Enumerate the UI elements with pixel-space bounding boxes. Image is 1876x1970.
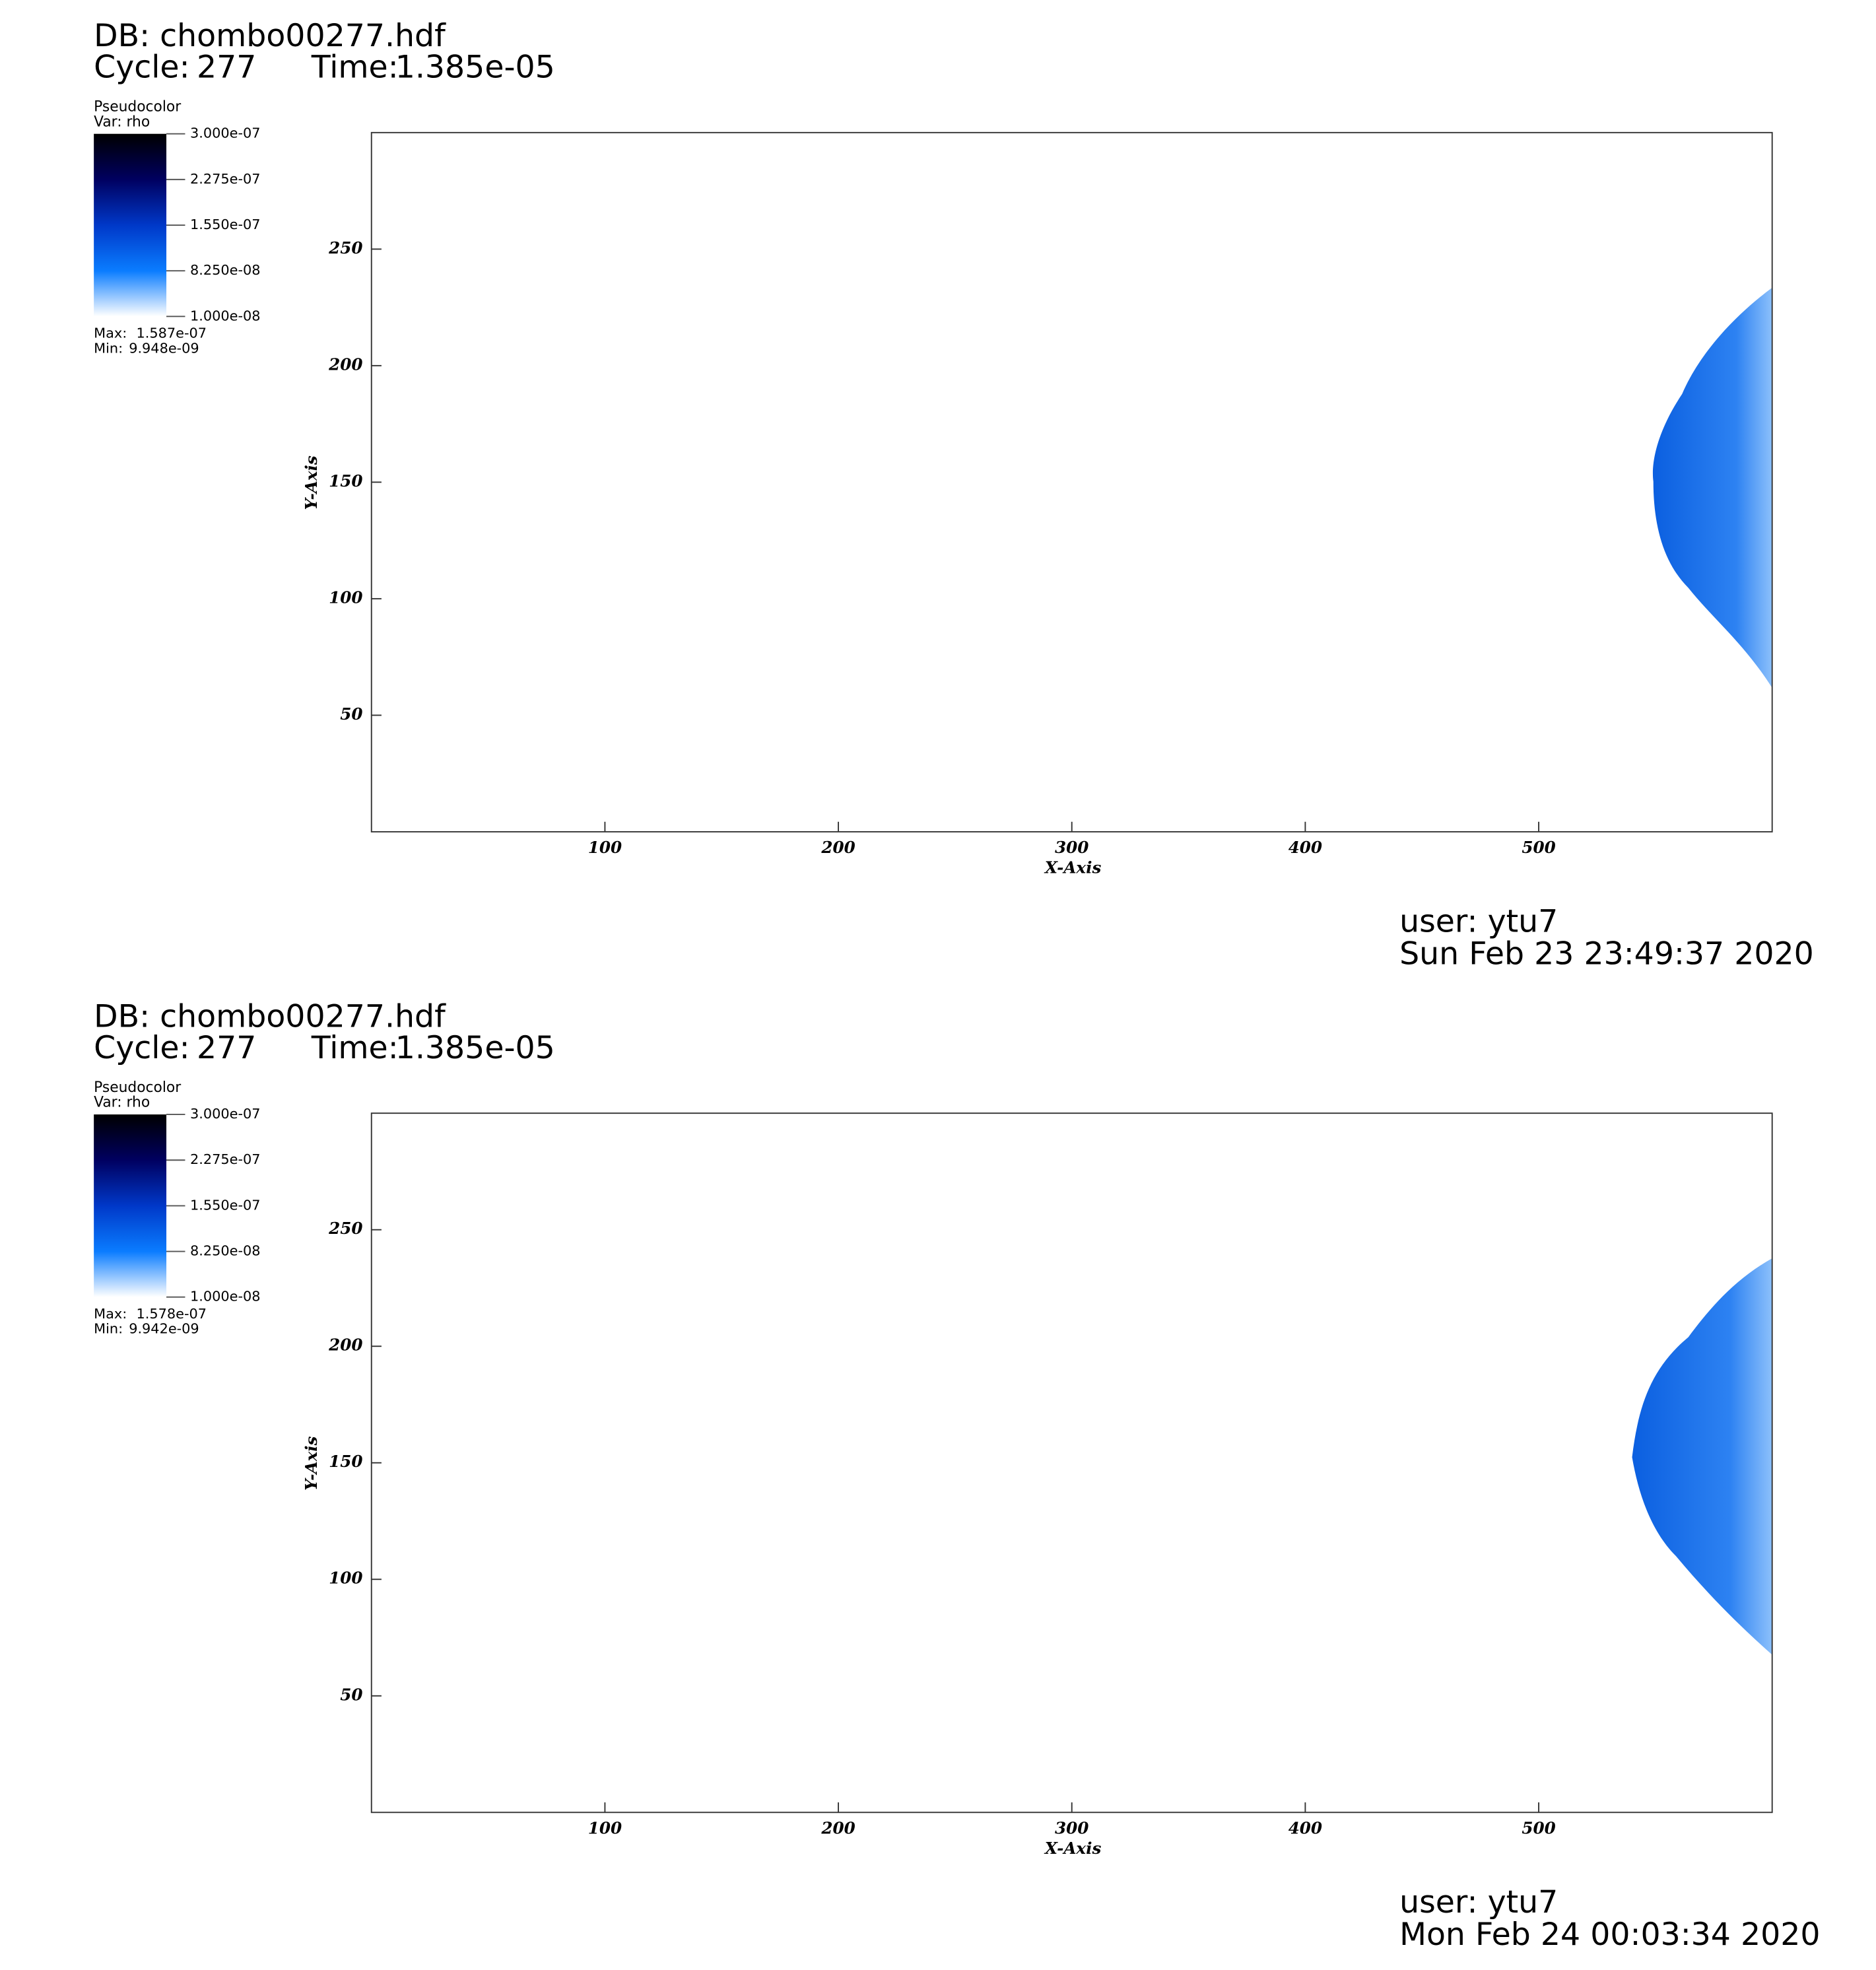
y-tick-label: 150	[329, 1452, 362, 1471]
y-tick-label: 200	[328, 355, 362, 374]
min-label: Min:	[94, 340, 123, 356]
min-value: 9.948e-09	[129, 340, 199, 356]
colorbar-tick-label: 2.275e-07	[190, 1151, 260, 1167]
legend-variable: Var: rho	[94, 114, 150, 130]
x-tick-label: 500	[1522, 838, 1555, 857]
density-field	[1632, 1258, 1772, 1655]
timestamp: Sun Feb 23 23:49:37 2020	[1399, 936, 1814, 972]
max-label: Max:	[94, 325, 127, 341]
y-axis-title: Y-Axis	[302, 1436, 321, 1490]
colorbar-tick-label: 3.000e-07	[190, 1106, 260, 1122]
colorbar-tick-label: 1.550e-07	[190, 1197, 260, 1213]
cycle-value: 277	[197, 49, 256, 85]
x-tick-label: 200	[821, 838, 855, 857]
y-tick-label: 50	[340, 1685, 362, 1704]
max-value: 1.578e-07	[137, 1306, 207, 1322]
x-tick-label: 200	[821, 1818, 855, 1837]
colorbar-tick-label: 8.250e-08	[190, 1243, 260, 1259]
x-tick-label: 300	[1055, 1818, 1089, 1837]
colorbar	[94, 133, 167, 317]
legend-title: Pseudocolor	[94, 99, 181, 116]
legend-title: Pseudocolor	[94, 1079, 181, 1096]
colorbar-tick-label: 2.275e-07	[190, 171, 260, 187]
x-tick-label: 100	[588, 1818, 622, 1837]
user-name: user: ytu7	[1399, 903, 1558, 939]
time-label: Time:	[311, 1030, 399, 1066]
y-tick-label: 150	[329, 471, 362, 491]
max-label: Max:	[94, 1306, 127, 1322]
y-axis-title: Y-Axis	[302, 456, 321, 510]
x-tick-label: 400	[1289, 838, 1322, 857]
x-tick-label: 500	[1522, 1818, 1555, 1837]
legend-variable: Var: rho	[94, 1095, 150, 1111]
database-name: DB: chombo00277.hdf	[94, 998, 446, 1035]
colorbar-tick-label: 1.000e-08	[190, 1289, 260, 1305]
density-field	[1652, 287, 1772, 689]
cycle-value: 277	[197, 1030, 256, 1066]
y-tick-label: 50	[340, 704, 362, 724]
y-tick-label: 200	[328, 1336, 362, 1355]
x-tick-label: 400	[1289, 1818, 1322, 1837]
user-name: user: ytu7	[1399, 1884, 1558, 1920]
time-value: 1.385e-05	[395, 49, 555, 85]
x-axis-title: X-Axis	[1044, 1839, 1102, 1858]
min-value: 9.942e-09	[129, 1321, 199, 1337]
y-tick-label: 250	[328, 238, 362, 257]
cycle-label: Cycle:	[94, 1030, 189, 1066]
y-tick-label: 100	[329, 588, 362, 607]
database-name: DB: chombo00277.hdf	[94, 18, 446, 54]
max-value: 1.587e-07	[137, 325, 207, 341]
x-tick-label: 300	[1055, 838, 1089, 857]
time-label: Time:	[311, 49, 399, 85]
colorbar-tick-label: 1.000e-08	[190, 308, 260, 323]
timestamp: Mon Feb 24 00:03:34 2020	[1399, 1917, 1820, 1953]
y-tick-label: 100	[329, 1569, 362, 1588]
y-tick-label: 250	[328, 1219, 362, 1238]
x-axis-title: X-Axis	[1044, 858, 1102, 877]
colorbar-tick-label: 8.250e-08	[190, 262, 260, 278]
colorbar-tick-label: 1.550e-07	[190, 217, 260, 232]
time-value: 1.385e-05	[395, 1030, 555, 1066]
min-label: Min:	[94, 1321, 123, 1337]
cycle-label: Cycle:	[94, 49, 189, 85]
colorbar-tick-label: 3.000e-07	[190, 125, 260, 141]
colorbar	[94, 1114, 167, 1297]
x-tick-label: 100	[588, 838, 622, 857]
